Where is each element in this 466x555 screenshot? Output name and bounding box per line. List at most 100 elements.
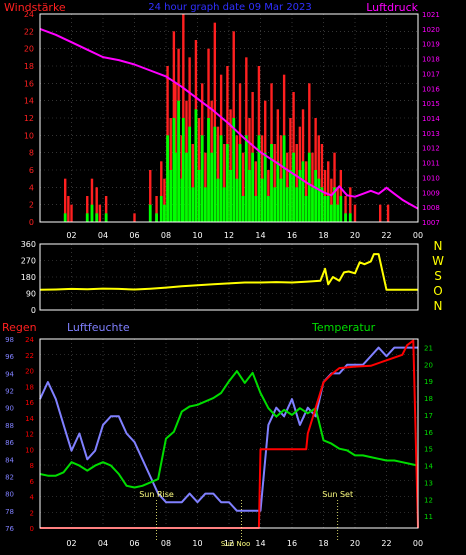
- gust-bar: [241, 152, 245, 222]
- hour-tick-label: 22: [381, 539, 391, 548]
- wind-bar: [241, 196, 245, 222]
- rain-tick-label: 2: [30, 509, 34, 517]
- wind-bar: [317, 178, 321, 222]
- gust-bar: [180, 135, 183, 222]
- humidity-tick-label: 84: [5, 456, 14, 464]
- direction-axes: 0 90 180 270 360: [21, 240, 419, 315]
- hour-tick-label: 14: [255, 539, 265, 548]
- temperature-axis-label: Temperatur: [311, 321, 376, 334]
- gust-bar: [320, 144, 324, 222]
- gust-bar: [308, 83, 311, 222]
- hour-tick-label: 04: [98, 231, 108, 240]
- pressure-tick-label: 1009: [422, 189, 440, 197]
- hour-tick-label: 18: [318, 539, 328, 548]
- wind-tick-label: 12: [24, 114, 34, 123]
- wind-tick-label: 4: [29, 183, 34, 192]
- hour-tick-label: 08: [161, 539, 171, 548]
- gust-bar: [213, 22, 217, 222]
- climate-frame: [39, 338, 419, 529]
- direction-tick-label: 90: [26, 290, 36, 299]
- temperature-tick-label: 12: [424, 496, 433, 504]
- temperature-tick-label: 15: [424, 446, 433, 454]
- wind-bar: [260, 178, 264, 222]
- wind-bar: [200, 135, 204, 222]
- wind-tick-label: 18: [24, 62, 34, 71]
- temperature-tick-label: 16: [424, 429, 433, 437]
- direction-line: [39, 253, 418, 291]
- wind-bar: [263, 152, 267, 222]
- temperature-tick-label: 17: [424, 412, 433, 420]
- wind-bar: [194, 109, 198, 222]
- gust-bar: [273, 144, 276, 222]
- wind-bar: [292, 152, 295, 222]
- sunnoon-label: Sun Noo: [221, 540, 250, 548]
- compass-letter: N: [434, 299, 443, 313]
- wind-bar: [307, 152, 311, 222]
- pressure-tick-label: 1019: [422, 41, 440, 49]
- gust-bar: [344, 196, 347, 222]
- wind-tick-label: 14: [24, 97, 34, 106]
- compass-letter: N: [434, 239, 443, 253]
- gust-bar: [133, 213, 136, 222]
- humidity-tick-label: 96: [5, 353, 14, 361]
- humidity-tick-label: 92: [5, 388, 14, 396]
- wind-bar: [232, 118, 236, 222]
- gust-bar: [90, 178, 94, 222]
- gust-bar: [163, 178, 166, 222]
- wind-bar: [282, 135, 286, 222]
- wind-bar: [155, 213, 158, 222]
- wind-bar: [298, 170, 302, 222]
- sunset-label: Sun Set: [322, 490, 353, 499]
- chart-title: 24 hour graph date 09 Mar 2023: [148, 2, 312, 13]
- wind-bar: [174, 152, 177, 222]
- humidity-axis-label: Luftfeuchte: [67, 321, 130, 334]
- wind-tick-label: 2: [29, 201, 34, 210]
- wind-bar: [311, 187, 314, 222]
- wind-bar: [279, 178, 283, 222]
- compass-letter: S: [434, 269, 442, 283]
- climate-axes: 7678808284868890929496980246810121416182…: [5, 336, 433, 548]
- direction-tick-label: 180: [21, 273, 36, 282]
- wind-bar: [207, 118, 210, 222]
- gust-bar: [64, 178, 67, 222]
- wind-axis-label: Windstärke: [4, 1, 66, 14]
- pressure-axis-label: Luftdruck: [366, 1, 418, 14]
- gust-bar: [279, 135, 283, 222]
- wind-bar: [336, 204, 340, 222]
- wind-axes: 0246810121416182022241007100810091010101…: [24, 10, 441, 240]
- gust-bar: [386, 204, 390, 222]
- hour-tick-label: 04: [98, 539, 108, 548]
- wind-bar: [251, 152, 255, 222]
- compass-letter: W: [432, 254, 444, 268]
- hour-tick-label: 00: [413, 231, 423, 240]
- wind-bar: [213, 126, 217, 222]
- gust-bar: [327, 161, 330, 222]
- humidity-tick-label: 80: [5, 491, 14, 499]
- hour-tick-label: 06: [129, 231, 139, 240]
- gust-bar: [223, 144, 226, 222]
- hour-tick-label: 14: [255, 231, 265, 240]
- gust-bar: [174, 83, 177, 222]
- pressure-tick-label: 1014: [422, 115, 440, 123]
- wind-bar: [344, 213, 347, 222]
- wind-tick-label: 24: [24, 10, 34, 19]
- gust-bar: [336, 187, 339, 222]
- hour-tick-label: 12: [224, 231, 234, 240]
- gust-bar: [349, 187, 352, 222]
- wind-bar: [177, 100, 180, 222]
- sunrise-label: Sun Rise: [139, 490, 174, 499]
- hour-tick-label: 06: [129, 539, 139, 548]
- pressure-line: [39, 27, 419, 210]
- rain-tick-label: 24: [25, 336, 34, 344]
- rain-tick-label: 22: [25, 352, 34, 360]
- wind-bar: [222, 187, 226, 222]
- wind-bar: [197, 170, 201, 222]
- wind-bar: [163, 204, 166, 222]
- humidity-tick-label: 82: [5, 473, 14, 481]
- wind-bar: [273, 187, 277, 222]
- temperature-tick-label: 19: [424, 378, 433, 386]
- gust-bar: [191, 144, 194, 222]
- gust-bar: [149, 170, 152, 222]
- humidity-tick-label: 86: [5, 439, 14, 447]
- gust-bar: [95, 187, 98, 222]
